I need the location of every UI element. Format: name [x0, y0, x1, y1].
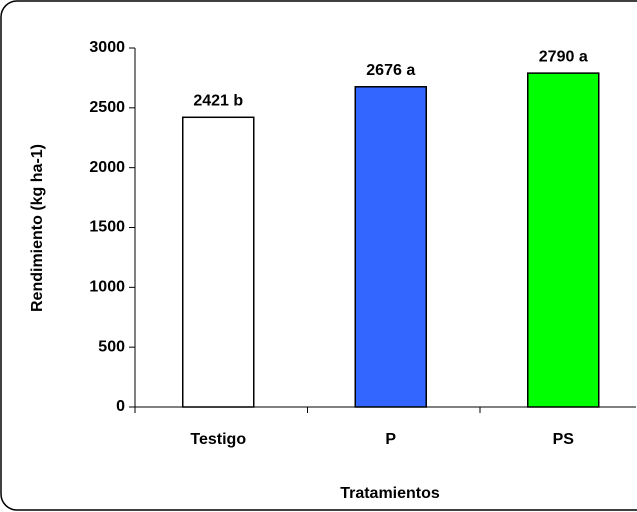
- value-label: 2790 a: [539, 48, 588, 65]
- x-axis-title: Tratamientos: [340, 485, 440, 502]
- value-label: 2676 a: [366, 62, 415, 79]
- bar: [182, 116, 255, 408]
- y-tick-label: 500: [98, 338, 125, 355]
- bar: [354, 86, 427, 408]
- value-label: 2421 b: [193, 93, 243, 110]
- y-tick-label: 1500: [89, 219, 125, 236]
- x-tick-label: Testigo: [190, 431, 246, 448]
- bar: [527, 72, 600, 408]
- y-tick-label: 0: [116, 398, 125, 415]
- y-tick-label: 3000: [89, 39, 125, 56]
- x-tick-label: PS: [553, 431, 575, 448]
- x-tick-label: P: [385, 431, 396, 448]
- y-axis-title: Rendimiento (kg ha-1): [29, 144, 46, 312]
- y-tick-label: 1000: [89, 279, 125, 296]
- y-tick-label: 2500: [89, 99, 125, 116]
- y-tick-label: 2000: [89, 159, 125, 176]
